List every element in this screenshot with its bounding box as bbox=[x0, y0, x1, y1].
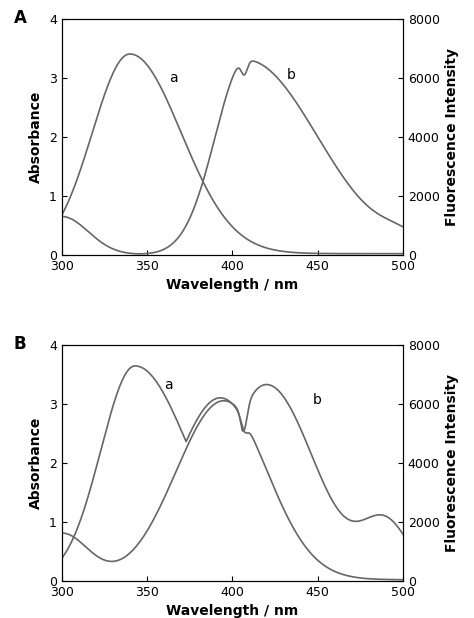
Text: A: A bbox=[14, 9, 27, 27]
Text: B: B bbox=[14, 335, 27, 353]
Y-axis label: Fluorescence Intensity: Fluorescence Intensity bbox=[445, 374, 459, 552]
Text: a: a bbox=[169, 70, 178, 85]
Text: b: b bbox=[287, 69, 296, 82]
Text: b: b bbox=[312, 392, 321, 407]
Y-axis label: Absorbance: Absorbance bbox=[29, 90, 43, 183]
Y-axis label: Fluorescence Intensity: Fluorescence Intensity bbox=[445, 48, 459, 226]
X-axis label: Wavelength / nm: Wavelength / nm bbox=[166, 278, 299, 292]
X-axis label: Wavelength / nm: Wavelength / nm bbox=[166, 604, 299, 618]
Text: a: a bbox=[164, 378, 173, 392]
Y-axis label: Absorbance: Absorbance bbox=[29, 417, 43, 509]
